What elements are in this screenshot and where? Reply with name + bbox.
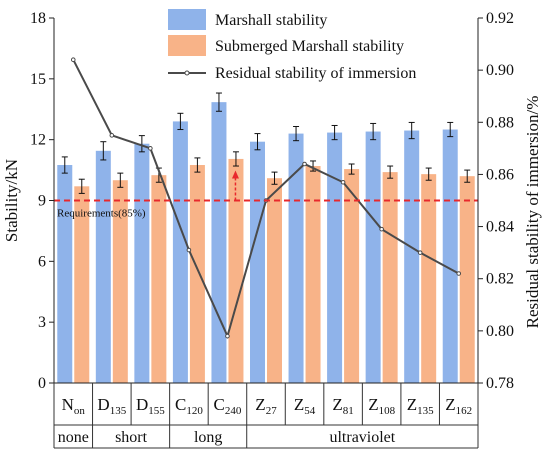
- category-label: C240: [214, 395, 242, 417]
- bar: [365, 131, 381, 383]
- bar: [112, 180, 128, 383]
- bar: [172, 121, 188, 384]
- bar: [421, 174, 437, 383]
- group-label: long: [194, 429, 222, 446]
- legend-label: Residual stability of immersion: [215, 65, 416, 82]
- group-label: ultraviolet: [329, 429, 395, 446]
- right-tick-label: 0.84: [486, 219, 514, 236]
- category-subscript: 54: [304, 405, 316, 417]
- category-subscript: 81: [343, 405, 354, 417]
- category-main: N: [62, 395, 74, 414]
- residual-point: [379, 226, 384, 232]
- category-main: C: [214, 395, 225, 414]
- right-tick-label: 0.80: [486, 323, 514, 340]
- right-axis-title: Residual stability of immersion/%: [523, 96, 542, 329]
- bar: [211, 102, 227, 384]
- right-tick-label: 0.82: [486, 271, 514, 288]
- bar: [305, 166, 321, 383]
- bar: [459, 176, 475, 383]
- bar: [134, 143, 150, 383]
- category-subscript: on: [74, 405, 86, 417]
- category-label: D135: [97, 395, 126, 417]
- left-tick-label: 3: [38, 314, 46, 331]
- category-label: Z135: [407, 395, 434, 417]
- bar: [189, 165, 205, 383]
- category-subscript: 155: [148, 405, 165, 417]
- category-subscript: 240: [225, 405, 242, 417]
- left-tick-label: 12: [30, 132, 46, 149]
- right-tick-label: 0.78: [486, 375, 514, 392]
- left-tick-label: 15: [30, 71, 46, 88]
- category-main: Z: [368, 395, 378, 414]
- category-subscript: 108: [379, 405, 396, 417]
- category-main: Z: [445, 395, 455, 414]
- bar: [250, 141, 265, 383]
- category-label: C120: [175, 395, 203, 417]
- category-main: Z: [255, 395, 265, 414]
- right-tick-label: 0.86: [486, 166, 514, 183]
- group-label: none: [58, 429, 89, 446]
- bar: [57, 165, 73, 383]
- bar: [327, 132, 343, 383]
- legend-marker: [184, 70, 190, 76]
- residual-line: [72, 59, 460, 339]
- legend-swatch: [168, 35, 206, 56]
- category-subscript: 120: [186, 405, 203, 417]
- left-axis-title: Stability/kN: [2, 159, 21, 242]
- bar: [151, 175, 167, 383]
- requirement-arrow-head: [231, 170, 239, 179]
- residual-point: [456, 271, 462, 276]
- category-main: Z: [294, 395, 304, 414]
- residual-point: [302, 161, 307, 167]
- right-tick-label: 0.90: [486, 62, 514, 79]
- category-subscript: 135: [110, 405, 127, 417]
- left-tick-label: 6: [38, 253, 46, 270]
- bar: [404, 130, 420, 383]
- category-label: Z27: [255, 395, 277, 417]
- category-label: D155: [136, 395, 165, 417]
- legend-swatch: [168, 9, 206, 30]
- category-label: Z81: [332, 395, 353, 417]
- residual-point: [109, 133, 115, 138]
- right-tick-label: 0.92: [486, 10, 514, 27]
- bar: [74, 186, 90, 383]
- category-label: Z54: [294, 395, 316, 417]
- requirement-label: Requirements(85%): [57, 208, 146, 220]
- category-label: Non: [62, 395, 86, 417]
- category-main: C: [175, 395, 186, 414]
- bar: [95, 150, 111, 383]
- left-tick-label: 9: [38, 193, 46, 210]
- category-main: Z: [332, 395, 342, 414]
- bar: [344, 169, 360, 383]
- legend-label: Submerged Marshall stability: [215, 38, 404, 55]
- bar: [267, 178, 282, 383]
- bar: [288, 133, 304, 383]
- category-subscript: 162: [456, 405, 473, 417]
- category-subscript: 27: [266, 405, 278, 417]
- residual-point: [340, 179, 346, 185]
- category-label: Z108: [368, 395, 395, 417]
- residual-point: [417, 250, 423, 255]
- category-label: Z162: [445, 395, 472, 417]
- residual-point: [225, 333, 230, 339]
- category-main: Z: [407, 395, 417, 414]
- residual-point: [148, 146, 153, 151]
- category-main: D: [97, 395, 109, 414]
- category-subscript: 135: [417, 405, 434, 417]
- legend-label: Marshall stability: [215, 12, 327, 29]
- bar: [442, 129, 458, 383]
- residual-point: [186, 247, 192, 253]
- bar: [228, 158, 244, 383]
- category-main: D: [136, 395, 148, 414]
- right-tick-label: 0.88: [486, 114, 514, 131]
- group-label: short: [115, 429, 148, 446]
- left-tick-label: 18: [30, 10, 46, 27]
- left-tick-label: 0: [38, 375, 46, 392]
- bar: [382, 172, 398, 383]
- residual-point: [70, 57, 76, 63]
